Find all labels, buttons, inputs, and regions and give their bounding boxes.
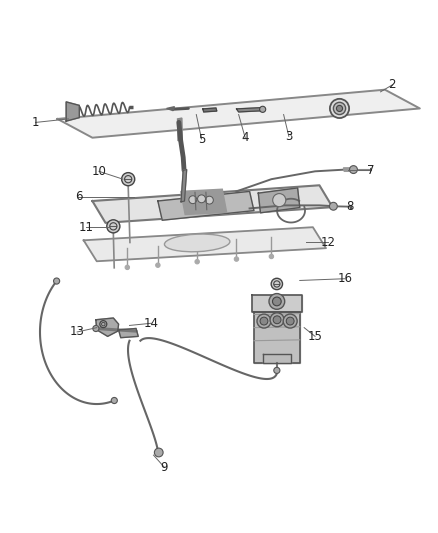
Text: 9: 9 <box>161 461 168 474</box>
Text: 4: 4 <box>241 131 249 144</box>
Text: 6: 6 <box>74 190 82 203</box>
Circle shape <box>93 326 99 332</box>
Circle shape <box>122 173 135 185</box>
Circle shape <box>155 263 160 268</box>
Polygon shape <box>343 168 354 171</box>
Polygon shape <box>166 107 174 111</box>
Circle shape <box>286 317 294 325</box>
Polygon shape <box>96 318 119 336</box>
Polygon shape <box>263 354 291 362</box>
Polygon shape <box>181 189 226 215</box>
Ellipse shape <box>164 234 230 252</box>
Circle shape <box>274 367 280 374</box>
Circle shape <box>269 254 274 259</box>
Polygon shape <box>258 188 300 213</box>
Text: 5: 5 <box>198 133 205 146</box>
Circle shape <box>329 203 337 210</box>
Circle shape <box>272 297 281 306</box>
Circle shape <box>336 106 343 111</box>
Circle shape <box>107 220 120 233</box>
Circle shape <box>333 102 346 115</box>
Circle shape <box>260 106 266 112</box>
Circle shape <box>195 260 199 264</box>
Polygon shape <box>158 191 254 220</box>
Circle shape <box>154 448 163 457</box>
Text: 7: 7 <box>367 164 374 177</box>
Text: 12: 12 <box>321 236 336 249</box>
Text: 16: 16 <box>337 272 352 285</box>
Polygon shape <box>254 312 300 362</box>
Circle shape <box>330 99 349 118</box>
Text: 14: 14 <box>144 317 159 330</box>
Circle shape <box>269 294 285 309</box>
Text: 3: 3 <box>285 130 293 143</box>
Circle shape <box>100 321 107 328</box>
Polygon shape <box>181 169 187 202</box>
Polygon shape <box>92 185 332 223</box>
Polygon shape <box>203 108 217 112</box>
Polygon shape <box>252 295 302 312</box>
Circle shape <box>350 166 357 174</box>
Circle shape <box>273 193 286 207</box>
Circle shape <box>257 314 271 328</box>
Circle shape <box>111 398 117 403</box>
Circle shape <box>205 196 213 204</box>
Circle shape <box>283 314 297 328</box>
Circle shape <box>234 257 239 261</box>
Polygon shape <box>119 328 138 338</box>
Circle shape <box>273 316 281 324</box>
Circle shape <box>260 317 268 325</box>
Circle shape <box>125 265 130 270</box>
Circle shape <box>189 196 197 204</box>
Circle shape <box>53 278 60 284</box>
Circle shape <box>270 313 284 327</box>
Circle shape <box>198 195 205 203</box>
Text: 8: 8 <box>346 200 353 213</box>
Text: 11: 11 <box>78 221 93 233</box>
Polygon shape <box>177 118 182 141</box>
Circle shape <box>271 278 283 289</box>
Text: 1: 1 <box>32 116 39 129</box>
Polygon shape <box>237 108 265 112</box>
Polygon shape <box>84 227 326 261</box>
Text: 2: 2 <box>389 78 396 91</box>
Polygon shape <box>66 102 79 121</box>
Text: 10: 10 <box>92 165 106 178</box>
Text: 13: 13 <box>70 326 85 338</box>
Polygon shape <box>57 90 420 138</box>
Text: 15: 15 <box>307 330 322 343</box>
